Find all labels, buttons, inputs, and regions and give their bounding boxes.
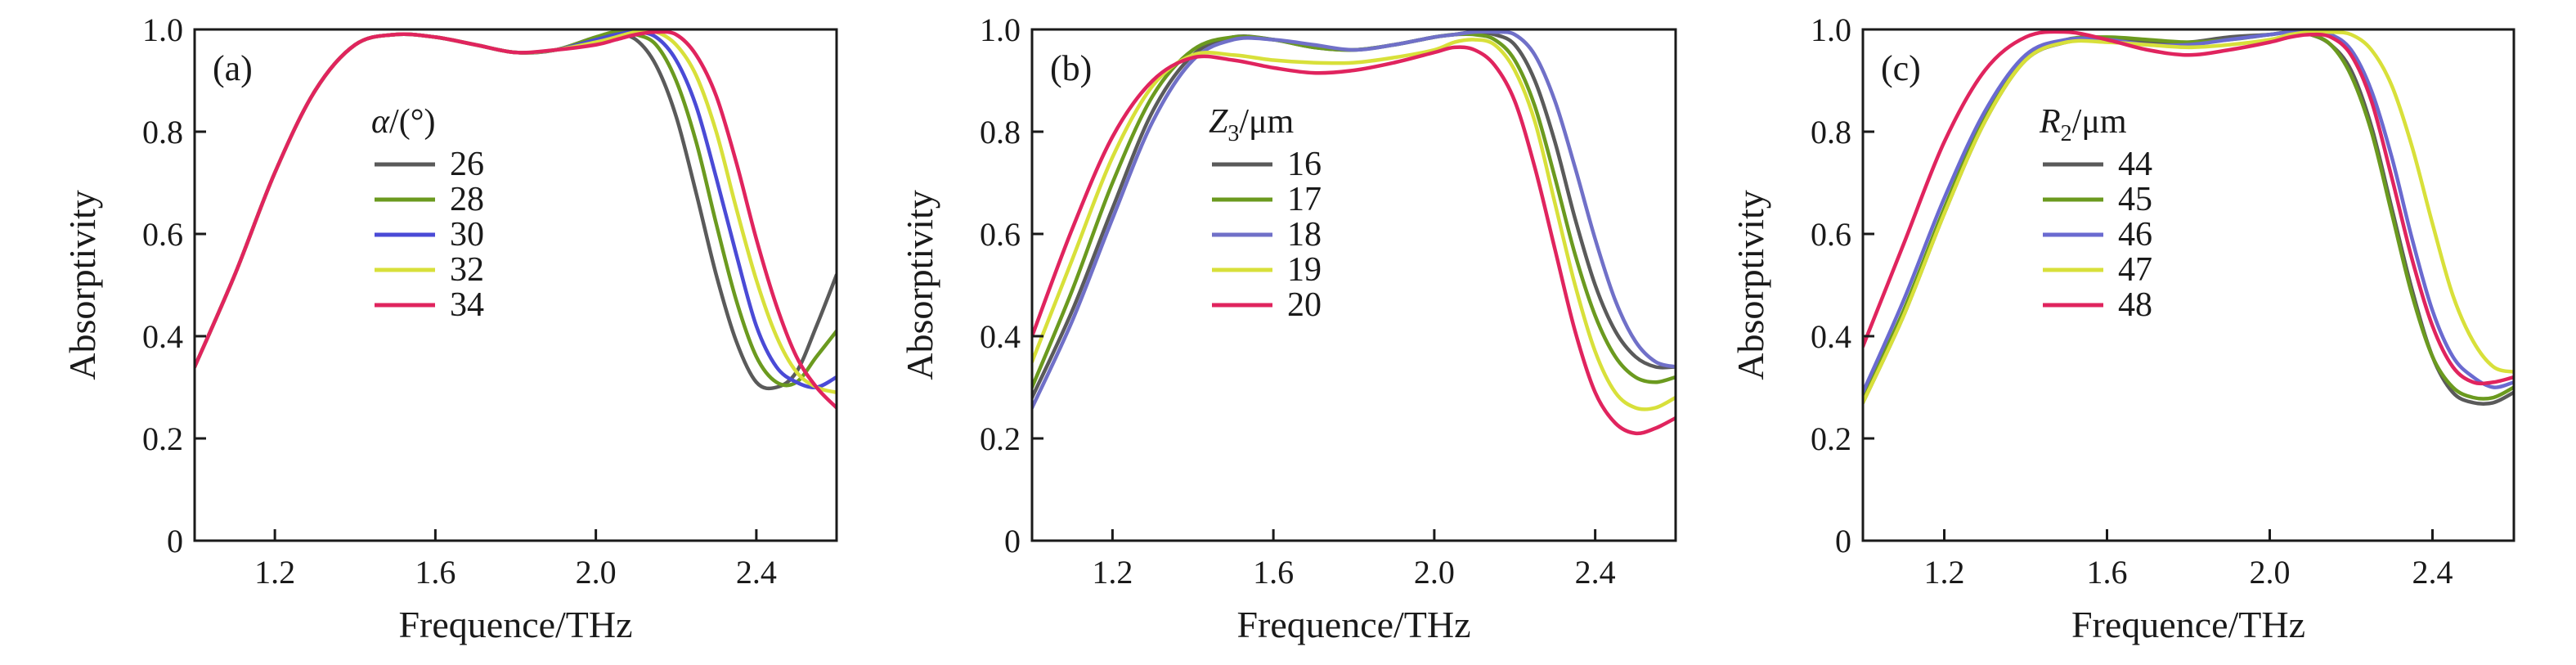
x-tick-label: 1.2 xyxy=(1924,554,1965,591)
x-tick-label: 2.0 xyxy=(576,554,617,591)
series-line-26 xyxy=(195,32,837,391)
y-tick-label: 0.2 xyxy=(1811,420,1851,457)
y-tick-label: 0 xyxy=(1004,523,1021,559)
y-tick-label: 1.0 xyxy=(980,11,1021,48)
series-line-34 xyxy=(195,29,837,410)
legend-label: 48 xyxy=(2118,286,2152,324)
series-line-44 xyxy=(1863,29,2514,407)
y-tick-label: 0.8 xyxy=(980,114,1021,151)
series-line-18 xyxy=(1032,29,1676,410)
series-line-32 xyxy=(195,29,837,394)
x-tick-label: 2.4 xyxy=(736,554,777,591)
series-group xyxy=(1032,29,1676,436)
legend-label: 18 xyxy=(1287,216,1322,254)
panel-label: (a) xyxy=(213,48,253,88)
legend-label: 46 xyxy=(2118,216,2152,254)
y-tick-label: 0.6 xyxy=(142,216,183,253)
chart-panel: 0 0.2 0.4 0.6 0.8 1.0 1.2 1.6 2.0 2.4 Frequence/TH… xyxy=(899,11,1677,645)
series-line-45 xyxy=(1863,29,2514,401)
x-axis-title: Frequence/THz xyxy=(2071,604,2305,645)
y-tick-label: 0.2 xyxy=(142,420,183,457)
chart-panel: 0 0.2 0.4 0.6 0.8 1.0 1.2 1.6 2.0 2.4 Frequence/TH… xyxy=(61,11,838,645)
y-tick-label: 0.4 xyxy=(1811,318,1851,355)
y-axis-title: Absorptivity xyxy=(1730,190,1771,380)
x-tick-label: 2.0 xyxy=(1414,554,1455,591)
y-axis-title: Absorptivity xyxy=(899,190,940,380)
legend-label: 16 xyxy=(1287,146,1322,183)
plot-frame xyxy=(193,28,838,542)
legend-label: 32 xyxy=(450,251,484,289)
x-tick-label: 1.2 xyxy=(254,554,295,591)
legend-label: 45 xyxy=(2118,181,2152,218)
legend-title: α/(°) xyxy=(371,103,435,141)
series-group xyxy=(195,29,837,410)
y-tick-label: 0.6 xyxy=(1811,216,1851,253)
series-line-48 xyxy=(1863,29,2514,386)
series-line-46 xyxy=(1863,29,2514,394)
x-tick-label: 2.0 xyxy=(2250,554,2291,591)
plot-frame xyxy=(1030,28,1677,542)
y-tick-label: 0 xyxy=(167,523,183,559)
plot-frame xyxy=(1861,28,2515,542)
legend-label: 47 xyxy=(2118,251,2152,289)
legend-title: R2/μm xyxy=(2039,103,2127,146)
y-tick-label: 0 xyxy=(1835,523,1851,559)
legend-label: 26 xyxy=(450,146,484,183)
series-line-17 xyxy=(1032,32,1676,389)
x-tick-label: 1.6 xyxy=(415,554,456,591)
x-axis-title: Frequence/THz xyxy=(1236,604,1470,645)
chart-panel: 0 0.2 0.4 0.6 0.8 1.0 1.2 1.6 2.0 2.4 Frequence/TH… xyxy=(1730,11,2515,645)
y-tick-label: 1.0 xyxy=(1811,11,1851,48)
legend-label: 19 xyxy=(1287,251,1322,289)
x-tick-label: 1.6 xyxy=(2087,554,2128,591)
y-tick-label: 0.4 xyxy=(142,318,183,355)
legend-label: 34 xyxy=(450,286,484,324)
y-tick-label: 1.0 xyxy=(142,11,183,48)
x-tick-label: 2.4 xyxy=(1575,554,1616,591)
series-line-28 xyxy=(195,29,837,388)
legend-label: 28 xyxy=(450,181,484,218)
x-tick-label: 2.4 xyxy=(2412,554,2453,591)
panel-label: (b) xyxy=(1050,48,1092,88)
legend-label: 44 xyxy=(2118,146,2152,183)
y-tick-label: 0.6 xyxy=(980,216,1021,253)
series-line-47 xyxy=(1863,29,2514,405)
y-tick-label: 0.8 xyxy=(142,114,183,151)
series-line-20 xyxy=(1032,45,1676,436)
series-group xyxy=(1863,29,2514,407)
series-line-19 xyxy=(1032,38,1676,411)
y-tick-label: 0.4 xyxy=(980,318,1021,355)
legend-label: 30 xyxy=(450,216,484,254)
legend-label: 20 xyxy=(1287,286,1322,324)
y-axis-title: Absorptivity xyxy=(61,190,103,380)
x-axis-title: Frequence/THz xyxy=(398,604,632,645)
y-tick-label: 0.8 xyxy=(1811,114,1851,151)
legend-label: 17 xyxy=(1287,181,1322,218)
x-tick-label: 1.6 xyxy=(1253,554,1294,591)
y-tick-label: 0.2 xyxy=(980,420,1021,457)
x-tick-label: 1.2 xyxy=(1092,554,1133,591)
panel-label: (c) xyxy=(1881,48,1921,88)
series-line-30 xyxy=(195,29,837,389)
legend-title: Z3/μm xyxy=(1209,103,1295,146)
